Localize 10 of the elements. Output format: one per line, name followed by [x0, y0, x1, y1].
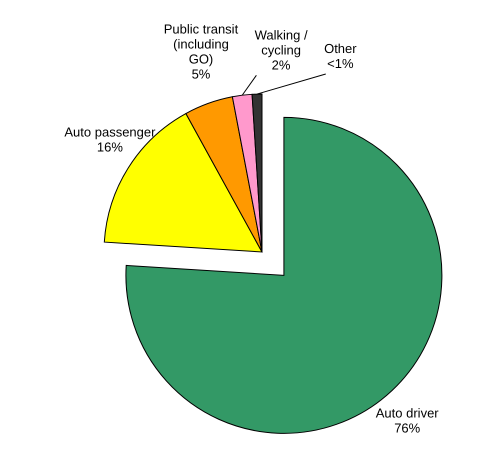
data-label: <1% [327, 56, 354, 71]
data-label: 76% [394, 420, 421, 436]
slice-label: Auto passenger [64, 124, 156, 140]
data-label: 5% [192, 66, 211, 82]
slice-label: Other [324, 40, 358, 56]
data-label: 16% [96, 139, 124, 154]
data-label: 2% [272, 57, 291, 72]
slice-label: Walking / cycling [254, 27, 308, 58]
slice-label: Public transit (including GO) [164, 22, 239, 67]
slice-label: Auto driver [376, 406, 440, 421]
